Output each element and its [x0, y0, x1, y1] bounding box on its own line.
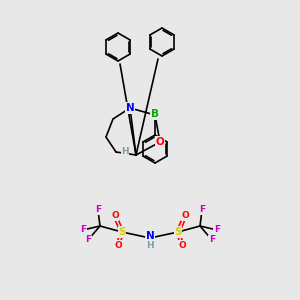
Text: H: H: [121, 148, 129, 157]
Text: F: F: [95, 206, 101, 214]
Text: H: H: [146, 242, 154, 250]
Text: O: O: [178, 241, 186, 250]
Text: F: F: [209, 236, 215, 244]
Text: N: N: [126, 103, 134, 113]
Text: B: B: [151, 109, 159, 119]
Text: O: O: [181, 212, 189, 220]
Text: F: F: [85, 236, 91, 244]
Text: F: F: [214, 226, 220, 235]
Text: O: O: [114, 241, 122, 250]
Text: S: S: [174, 227, 182, 237]
Text: N: N: [146, 231, 154, 241]
Text: F: F: [80, 226, 86, 235]
Text: O: O: [111, 212, 119, 220]
Text: S: S: [118, 227, 126, 237]
Text: F: F: [199, 206, 205, 214]
Text: O: O: [156, 137, 164, 147]
